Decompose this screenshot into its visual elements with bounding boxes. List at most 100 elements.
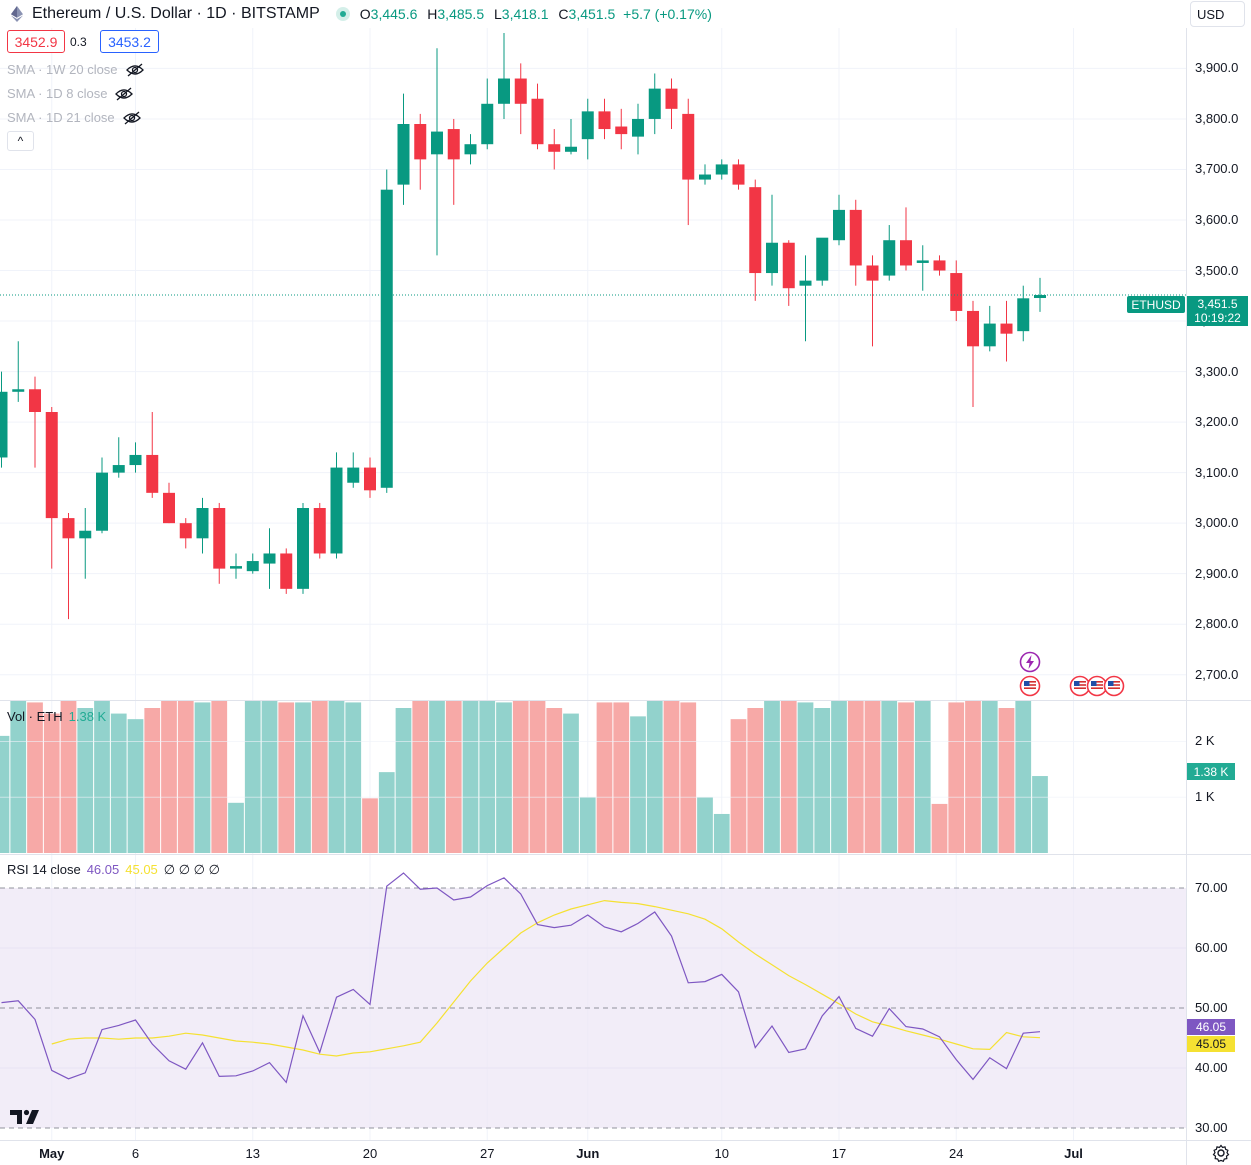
volume-bar [10, 701, 27, 853]
rsi-tick-label: 40.00 [1195, 1060, 1228, 1075]
volume-bar [77, 708, 94, 853]
candle-body [866, 265, 879, 281]
volume-bar [94, 701, 110, 853]
candle-body [514, 78, 527, 104]
us-flag-icon[interactable] [1103, 675, 1125, 697]
date-tick-label: 20 [362, 1146, 378, 1161]
candle-body [799, 280, 812, 286]
bar-countdown: 10:19:22 [1194, 311, 1241, 325]
collapse-indicators-button[interactable]: ^ [7, 131, 34, 151]
candle-body [12, 389, 25, 392]
candle-body [849, 209, 862, 266]
volume-bar [613, 702, 630, 853]
low-value: 3,418.1 [501, 6, 549, 22]
price-tick-label: 3,200.0 [1195, 414, 1239, 430]
candle-body [280, 553, 293, 589]
candle-body [916, 260, 929, 263]
volume-bar [847, 701, 864, 853]
volume-bar [814, 708, 831, 853]
volume-bar [630, 716, 646, 853]
volume-bar [462, 701, 479, 853]
date-tick-label: 17 [831, 1146, 847, 1161]
volume-bar [898, 702, 914, 853]
settings-gear-icon[interactable] [1212, 1144, 1230, 1162]
candle-body [581, 111, 594, 140]
candle-body [983, 323, 996, 347]
volume-bar [646, 701, 663, 853]
rsi-legend[interactable]: RSI 14 close 46.05 45.05 ∅ ∅ ∅ ∅ [7, 862, 220, 878]
candle-body [330, 467, 343, 554]
date-tick-label: 27 [480, 1146, 495, 1161]
indicator-sma-1d8[interactable]: SMA · 1D 8 close [7, 86, 134, 101]
us-flag-icon[interactable] [1019, 675, 1041, 697]
date-tick-label: 24 [949, 1146, 964, 1161]
buy-button[interactable]: 3453.2 [100, 30, 159, 53]
last-price: 3,451.5 [1197, 297, 1238, 311]
price-tick-label: 2,700.0 [1195, 666, 1239, 682]
candle-body [230, 566, 242, 569]
candle-body [414, 124, 427, 160]
high-value: 3,485.5 [437, 6, 485, 22]
volume-bar [261, 701, 278, 853]
tradingview-logo-icon[interactable] [10, 1108, 42, 1126]
candle-body [163, 492, 175, 524]
volume-bar [0, 735, 10, 853]
candle-body [447, 129, 460, 160]
candle-body [129, 454, 142, 466]
price-tick-label: 3,100.0 [1195, 464, 1239, 480]
candle-body [732, 164, 745, 185]
hidden-eye-icon[interactable] [122, 111, 141, 125]
candle-body [79, 530, 92, 539]
rsi-label: RSI 14 close [7, 862, 81, 877]
spread-value: 0.3 [70, 30, 96, 53]
candle-body [364, 467, 376, 491]
symbol-title[interactable]: Ethereum / U.S. Dollar · 1D · BITSTAMP [32, 5, 320, 22]
candle-body [648, 88, 661, 119]
sell-button[interactable]: 3452.9 [7, 30, 65, 53]
volume-bar [211, 701, 228, 853]
candle-body [699, 174, 711, 180]
volume-bar [914, 701, 931, 853]
market-open-icon [335, 7, 350, 21]
candle-body [632, 118, 644, 137]
candle-body [431, 131, 443, 155]
candle-body [1034, 295, 1046, 299]
volume-bar [144, 708, 161, 853]
candle-body [682, 113, 695, 180]
volume-bar [278, 702, 295, 853]
low-key: L [494, 6, 502, 22]
candle-body [62, 518, 75, 539]
hidden-eye-icon[interactable] [125, 63, 144, 77]
date-tick-label: Jun [576, 1146, 600, 1161]
volume-bar [127, 719, 144, 853]
price-tick-label: 3,500.0 [1195, 262, 1239, 278]
indicator-sma-1w20[interactable]: SMA · 1W 20 close [7, 62, 144, 77]
volume-bar [931, 803, 948, 853]
volume-tag: 1.38 K [1187, 763, 1235, 780]
us-flag-icon[interactable] [1069, 675, 1091, 697]
volume-bar [43, 713, 60, 853]
hidden-eye-icon[interactable] [115, 87, 134, 101]
volume-value: 1.38 K [68, 709, 107, 724]
price-tick-label: 2,900.0 [1195, 565, 1239, 581]
volume-bar [328, 701, 345, 853]
rsi-ma-line [51, 899, 1041, 1057]
indicator-sma-1d21[interactable]: SMA · 1D 21 close [7, 110, 141, 125]
rsi-ma-tag: 45.05 [1187, 1036, 1235, 1052]
volume-bar [311, 701, 328, 853]
volume-legend[interactable]: Vol · ETH 1.38 K [7, 709, 106, 724]
flash-icon[interactable] [1019, 651, 1041, 673]
volume-bar [529, 701, 546, 853]
volume-bar [479, 701, 496, 853]
indicator-label: SMA · 1W 20 close [7, 62, 118, 77]
volume-bar [362, 798, 378, 853]
candle-body [481, 103, 494, 145]
currency-select[interactable]: USD [1190, 1, 1245, 27]
date-tick-label: Jul [1064, 1146, 1083, 1161]
candle-body [1000, 323, 1013, 334]
volume-bar [228, 802, 244, 853]
candle-body [883, 240, 896, 276]
volume-tick-label: 2 K [1195, 733, 1215, 749]
price-tick-label: 3,800.0 [1195, 110, 1239, 126]
